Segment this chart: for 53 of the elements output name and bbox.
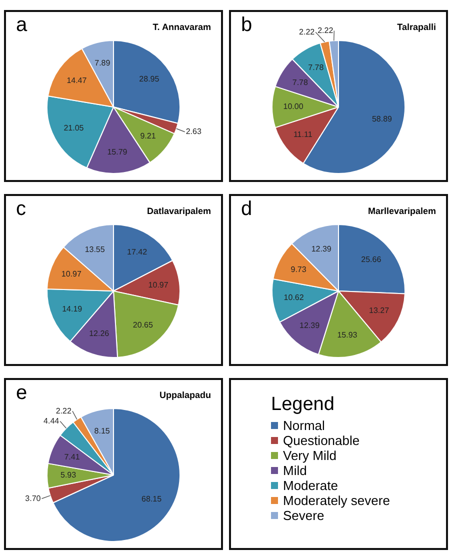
data-label: 12.39 xyxy=(311,244,332,254)
data-label: 10.62 xyxy=(284,293,304,302)
legend-label: Very Mild xyxy=(283,448,336,463)
data-label: 20.65 xyxy=(132,320,154,330)
text: d xyxy=(241,198,252,221)
data-label: 9.21 xyxy=(140,131,156,140)
data-label: 17.42 xyxy=(127,248,148,257)
data-label: 2.22 xyxy=(318,26,334,35)
data-label: 2.22 xyxy=(299,27,316,36)
legend-label: Questionable xyxy=(283,433,360,448)
data-label: 7.78 xyxy=(308,63,324,72)
data-label: 11.11 xyxy=(293,130,313,140)
data-label: 10.97 xyxy=(148,280,169,290)
legend-label: Mild xyxy=(283,463,307,478)
data-label: 2.63 xyxy=(186,127,202,136)
data-label: 9.73 xyxy=(290,265,307,274)
chart-title: T. Annavaram xyxy=(152,22,211,32)
data-label: 7.78 xyxy=(292,78,308,88)
legend-label: Severe xyxy=(283,508,324,523)
text: e xyxy=(16,382,28,405)
text: b xyxy=(241,14,252,37)
chart-title: Datlavaripalem xyxy=(146,206,211,216)
chart-title: Talrapalli xyxy=(397,22,436,32)
data-label: 21.05 xyxy=(64,124,84,133)
legend-label: Moderately severe xyxy=(283,493,390,508)
data-label: 5.93 xyxy=(60,470,77,480)
data-label: 15.79 xyxy=(107,147,128,156)
text: Uppalapadu xyxy=(159,390,211,400)
data-label: 10.00 xyxy=(283,102,304,112)
data-label: 28.95 xyxy=(139,74,160,84)
chart-title: Marllevaripalem xyxy=(368,206,436,216)
text: c xyxy=(16,198,26,221)
data-label: 2.22 xyxy=(56,406,72,416)
data-label: 25.66 xyxy=(361,254,382,264)
data-label: 7.89 xyxy=(94,58,111,68)
data-label: 12.26 xyxy=(89,329,110,338)
data-label: 12.39 xyxy=(300,320,320,330)
data-label: 68.15 xyxy=(142,494,162,504)
data-label: 13.27 xyxy=(369,306,390,316)
legend-title: Legend xyxy=(271,394,336,416)
data-label: 13.55 xyxy=(84,245,106,254)
data-label: 14.19 xyxy=(62,304,83,314)
data-label: 3.70 xyxy=(25,494,42,503)
data-label: 10.97 xyxy=(61,270,82,279)
legend-label: Normal xyxy=(283,418,325,433)
legend-label: Moderate xyxy=(283,478,338,493)
data-label: 14.47 xyxy=(66,76,88,85)
data-label: 7.41 xyxy=(64,452,80,462)
data-label: 8.15 xyxy=(94,426,110,436)
data-label: 4.44 xyxy=(44,416,60,426)
text: a xyxy=(16,14,28,37)
data-label: 15.93 xyxy=(337,330,358,340)
data-label: 58.89 xyxy=(372,114,393,124)
